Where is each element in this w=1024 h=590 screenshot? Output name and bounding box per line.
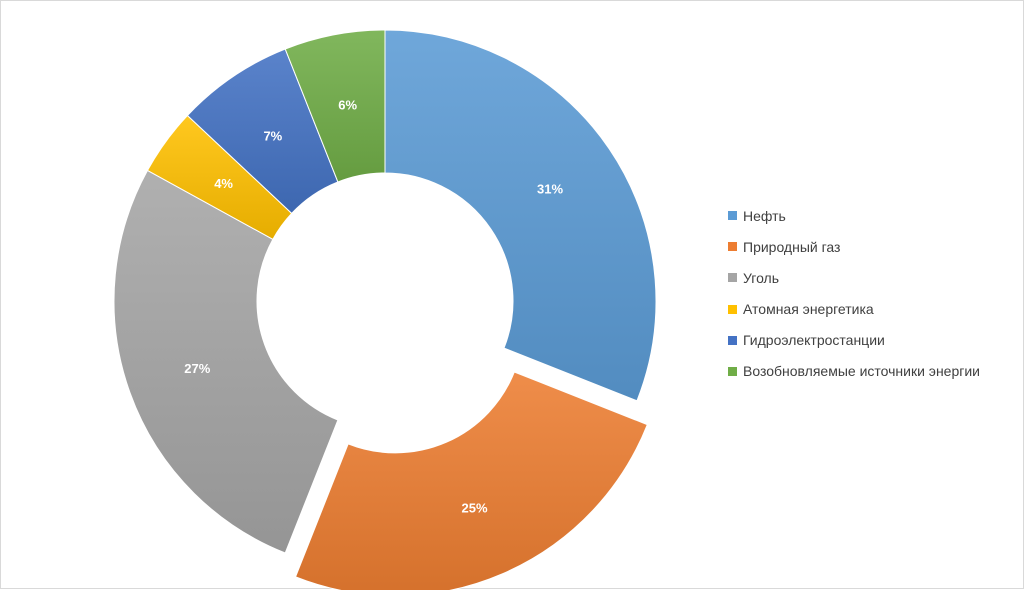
legend-label-oil: Нефть [743, 207, 786, 224]
legend-item-natural-gas: Природный газ [728, 236, 1018, 257]
legend-label-hydro: Гидроэлектростанции [743, 332, 885, 349]
data-label-nuclear: 4% [214, 176, 233, 191]
data-label-hydro: 7% [263, 128, 282, 143]
legend-item-oil: Нефть [728, 205, 1018, 226]
legend-label-natural-gas: Природный газ [743, 238, 841, 255]
data-label-coal: 27% [184, 361, 210, 376]
legend-swatch-hydro [728, 335, 737, 345]
donut-slice-oil [384, 29, 657, 402]
legend-swatch-natural-gas [728, 242, 737, 252]
legend-swatch-oil [728, 211, 737, 220]
legend-item-coal: Уголь [728, 267, 1018, 288]
donut-slice-natural-gas [294, 371, 648, 590]
legend-label-coal: Уголь [743, 269, 780, 286]
legend-item-renewables: Возобновляемые источники энергии [728, 361, 1018, 382]
donut-slice-coal [113, 169, 339, 554]
data-label-oil: 31% [537, 181, 563, 196]
legend-label-renewables: Возобновляемые источники энергии [743, 363, 980, 380]
legend-item-nuclear: Атомная энергетика [728, 299, 1018, 320]
chart-legend: Нефть Природный газ Уголь Атомная энерге… [728, 205, 1018, 392]
data-label-natural-gas: 25% [462, 500, 488, 515]
legend-swatch-renewables [728, 366, 737, 376]
legend-swatch-coal [728, 273, 737, 283]
legend-item-hydro: Гидроэлектростанции [728, 330, 1018, 351]
data-label-renewables: 6% [338, 98, 357, 113]
donut-slice-renewables [284, 29, 386, 183]
legend-swatch-nuclear [728, 304, 737, 314]
legend-label-nuclear: Атомная энергетика [743, 301, 874, 318]
